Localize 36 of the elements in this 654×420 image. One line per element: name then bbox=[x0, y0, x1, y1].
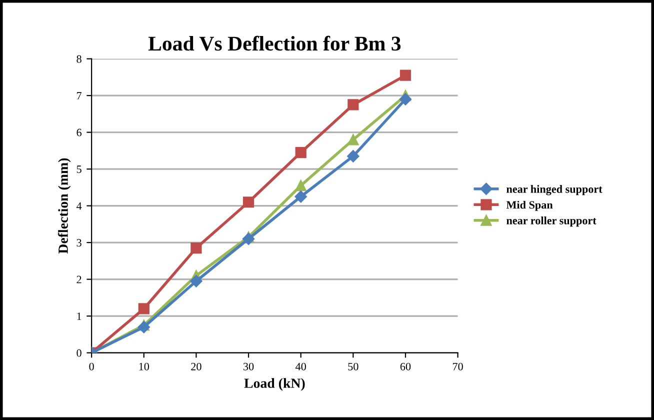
y-tick-label: 8 bbox=[76, 55, 82, 63]
y-axis-title: Deflection (mm) bbox=[58, 158, 71, 254]
point bbox=[190, 275, 202, 288]
y-tick-label: 4 bbox=[76, 202, 82, 210]
point bbox=[295, 180, 306, 192]
point bbox=[347, 150, 360, 162]
point bbox=[348, 99, 359, 110]
y-tick-label: 3 bbox=[76, 239, 82, 247]
y-tick-label: 5 bbox=[76, 166, 82, 174]
point bbox=[348, 134, 359, 146]
y-tick-label: 7 bbox=[77, 92, 82, 100]
point bbox=[138, 303, 150, 314]
x-axis-title: Load (kN) bbox=[244, 378, 305, 391]
point bbox=[294, 190, 307, 203]
x-tick-label: 40 bbox=[296, 362, 306, 370]
point bbox=[400, 70, 412, 81]
point bbox=[399, 93, 412, 106]
x-tick-label: 20 bbox=[191, 362, 202, 370]
x-tick-label: 10 bbox=[139, 362, 150, 370]
y-tick-label: 2 bbox=[76, 276, 82, 284]
chart-title: Load Vs Deflection for Bm 3 bbox=[148, 36, 401, 51]
x-tick-label: 50 bbox=[348, 362, 358, 370]
x-tick-label: 0 bbox=[89, 362, 94, 370]
point bbox=[295, 146, 306, 158]
x-tick-label: 30 bbox=[243, 362, 254, 370]
legend-label: Mid Span bbox=[506, 200, 553, 211]
legend-label: near hinged support bbox=[506, 185, 602, 196]
legend-label: near roller support bbox=[506, 216, 596, 227]
x-tick-label: 60 bbox=[400, 362, 411, 370]
y-tick-label: 1 bbox=[77, 312, 82, 320]
y-tick-label: 6 bbox=[76, 128, 82, 136]
y-tick-label: 0 bbox=[76, 349, 82, 357]
point bbox=[242, 196, 254, 208]
point bbox=[190, 242, 202, 254]
x-tick-label: 70 bbox=[452, 362, 463, 370]
point bbox=[138, 320, 150, 334]
